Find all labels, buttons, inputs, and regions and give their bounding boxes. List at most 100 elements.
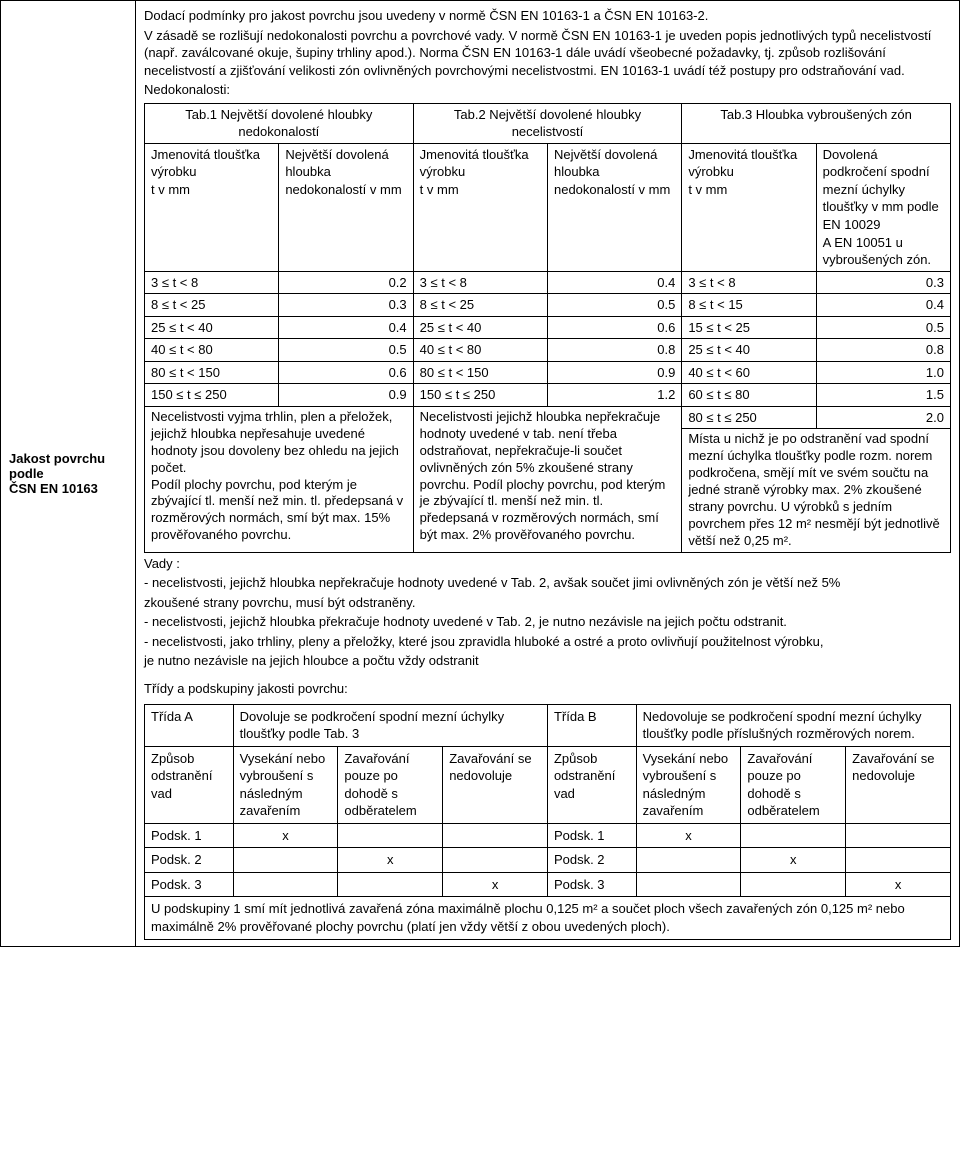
tab2-note: Necelistvosti jejichž hloubka nepřekraču… bbox=[413, 406, 682, 552]
tab2-h1: Jmenovitá tloušťka výrobku t v mm bbox=[413, 143, 547, 271]
t2r5c0: 150 ≤ t ≤ 250 bbox=[413, 384, 547, 407]
q-b2-2: x bbox=[741, 848, 846, 873]
t1r5c1: 0.9 bbox=[279, 384, 413, 407]
q-b-m2: Zavařování pouze po dohodě s odběratelem bbox=[741, 746, 846, 823]
vady-2: zkoušené strany povrchu, musí být odstra… bbox=[144, 594, 951, 612]
q-classA: Třída A bbox=[145, 704, 234, 746]
t3r5c1: 1.5 bbox=[816, 384, 950, 407]
t3r4c1: 1.0 bbox=[816, 361, 950, 384]
vady-4: - necelistvosti, jako trhliny, pleny a p… bbox=[144, 633, 951, 651]
t2r5c1: 1.2 bbox=[547, 384, 681, 407]
q-a-m1: Vysekání nebo vybroušení s následným zav… bbox=[233, 746, 338, 823]
t3r4c0: 40 ≤ t < 60 bbox=[682, 361, 816, 384]
t2r4c1: 0.9 bbox=[547, 361, 681, 384]
q-a-m3: Zavařování se nedovoluje bbox=[443, 746, 548, 823]
t1r2c0: 25 ≤ t < 40 bbox=[145, 316, 279, 339]
t3r0c1: 0.3 bbox=[816, 271, 950, 294]
document-frame: Jakost povrchu podle ČSN EN 10163 Dodací… bbox=[0, 0, 960, 947]
left-label: Jakost povrchu podle ČSN EN 10163 bbox=[9, 451, 127, 496]
t1r4c0: 80 ≤ t < 150 bbox=[145, 361, 279, 384]
q-rowA-1: Podsk. 1 bbox=[145, 823, 234, 848]
t2r1c0: 8 ≤ t < 25 bbox=[413, 294, 547, 317]
q-b3-2 bbox=[741, 872, 846, 897]
t3r3c0: 25 ≤ t < 40 bbox=[682, 339, 816, 362]
tab3-note: Místa u nichž je po odstranění vad spodn… bbox=[682, 429, 951, 552]
qual-header: Třídy a podskupiny jakosti povrchu: bbox=[144, 680, 951, 698]
q-b3-3: x bbox=[846, 872, 951, 897]
q-methA: Způsob odstranění vad bbox=[145, 746, 234, 823]
left-column: Jakost povrchu podle ČSN EN 10163 bbox=[1, 1, 136, 946]
t1r3c0: 40 ≤ t < 80 bbox=[145, 339, 279, 362]
q-b-m1: Vysekání nebo vybroušení s následným zav… bbox=[636, 746, 741, 823]
t1r4c1: 0.6 bbox=[279, 361, 413, 384]
t1r2c1: 0.4 bbox=[279, 316, 413, 339]
q-b2-3 bbox=[846, 848, 951, 873]
t1r3c1: 0.5 bbox=[279, 339, 413, 362]
q-b-m3: Zavařování se nedovoluje bbox=[846, 746, 951, 823]
q-a2-1 bbox=[233, 848, 338, 873]
t3r2c1: 0.5 bbox=[816, 316, 950, 339]
t2r3c1: 0.8 bbox=[547, 339, 681, 362]
tab3-title: Tab.3 Hloubka vybroušených zón bbox=[682, 103, 951, 143]
vady-3: - necelistvosti, jejichž hloubka překrač… bbox=[144, 613, 951, 631]
q-classB: Třída B bbox=[547, 704, 636, 746]
q-rowA-3: Podsk. 3 bbox=[145, 872, 234, 897]
t2r2c0: 25 ≤ t < 40 bbox=[413, 316, 547, 339]
vady-block: Vady : - necelistvosti, jejichž hloubka … bbox=[144, 555, 951, 670]
intro-block: Dodací podmínky pro jakost povrchu jsou … bbox=[144, 7, 951, 99]
t3r6c0: 80 ≤ t ≤ 250 bbox=[682, 406, 816, 429]
right-column: Dodací podmínky pro jakost povrchu jsou … bbox=[136, 1, 959, 946]
tab2-h2: Největší dovolená hloubka nedokonalostí … bbox=[547, 143, 681, 271]
t3r2c0: 15 ≤ t < 25 bbox=[682, 316, 816, 339]
vady-5: je nutno nezávisle na jejich hloubce a p… bbox=[144, 652, 951, 670]
tables-grid: Tab.1 Největší dovolené hloubky nedokona… bbox=[144, 103, 951, 553]
t3r0c0: 3 ≤ t < 8 bbox=[682, 271, 816, 294]
tab1-h2: Největší dovolená hloubka nedokonalostí … bbox=[279, 143, 413, 271]
intro-line-3: Nedokonalosti: bbox=[144, 81, 951, 99]
q-descA: Dovoluje se podkročení spodní mezní úchy… bbox=[233, 704, 547, 746]
tab3-h2: Dovolená podkročení spodní mezní úchylky… bbox=[816, 143, 950, 271]
tab1-note: Necelistvosti vyjma trhlin, plen a přelo… bbox=[145, 406, 414, 552]
tab3-h1: Jmenovitá tloušťka výrobku t v mm bbox=[682, 143, 816, 271]
q-rowB-1: Podsk. 1 bbox=[547, 823, 636, 848]
t2r0c1: 0.4 bbox=[547, 271, 681, 294]
t3r5c0: 60 ≤ t ≤ 80 bbox=[682, 384, 816, 407]
intro-line-1: Dodací podmínky pro jakost povrchu jsou … bbox=[144, 7, 951, 25]
vady-title: Vady : bbox=[144, 555, 951, 573]
quality-table: Třída A Dovoluje se podkročení spodní me… bbox=[144, 704, 951, 940]
t2r4c0: 80 ≤ t < 150 bbox=[413, 361, 547, 384]
q-rowB-2: Podsk. 2 bbox=[547, 848, 636, 873]
q-a3-1 bbox=[233, 872, 338, 897]
q-b3-1 bbox=[636, 872, 741, 897]
t3r1c0: 8 ≤ t < 15 bbox=[682, 294, 816, 317]
q-b1-1: x bbox=[636, 823, 741, 848]
q-methB: Způsob odstranění vad bbox=[547, 746, 636, 823]
q-a3-2 bbox=[338, 872, 443, 897]
t3r6c1: 2.0 bbox=[816, 406, 950, 429]
q-rowA-2: Podsk. 2 bbox=[145, 848, 234, 873]
q-a1-3 bbox=[443, 823, 548, 848]
t2r2c1: 0.6 bbox=[547, 316, 681, 339]
t1r5c0: 150 ≤ t ≤ 250 bbox=[145, 384, 279, 407]
q-b1-2 bbox=[741, 823, 846, 848]
t3r1c1: 0.4 bbox=[816, 294, 950, 317]
q-a2-3 bbox=[443, 848, 548, 873]
t2r3c0: 40 ≤ t < 80 bbox=[413, 339, 547, 362]
q-a1-2 bbox=[338, 823, 443, 848]
q-footer: U podskupiny 1 smí mít jednotlivá zavaře… bbox=[145, 897, 951, 939]
q-descB: Nedovoluje se podkročení spodní mezní úc… bbox=[636, 704, 950, 746]
t1r1c1: 0.3 bbox=[279, 294, 413, 317]
intro-line-2: V zásadě se rozlišují nedokonalosti povr… bbox=[144, 27, 951, 80]
vady-1: - necelistvosti, jejichž hloubka nepřekr… bbox=[144, 574, 951, 592]
q-a1-1: x bbox=[233, 823, 338, 848]
q-b1-3 bbox=[846, 823, 951, 848]
q-rowB-3: Podsk. 3 bbox=[547, 872, 636, 897]
tab1-h1: Jmenovitá tloušťka výrobku t v mm bbox=[145, 143, 279, 271]
t3r3c1: 0.8 bbox=[816, 339, 950, 362]
tab1-title: Tab.1 Největší dovolené hloubky nedokona… bbox=[145, 103, 414, 143]
t2r0c0: 3 ≤ t < 8 bbox=[413, 271, 547, 294]
tab2-title: Tab.2 Největší dovolené hloubky necelist… bbox=[413, 103, 682, 143]
t1r0c1: 0.2 bbox=[279, 271, 413, 294]
q-a-m2: Zavařování pouze po dohodě s odběratelem bbox=[338, 746, 443, 823]
t1r0c0: 3 ≤ t < 8 bbox=[145, 271, 279, 294]
